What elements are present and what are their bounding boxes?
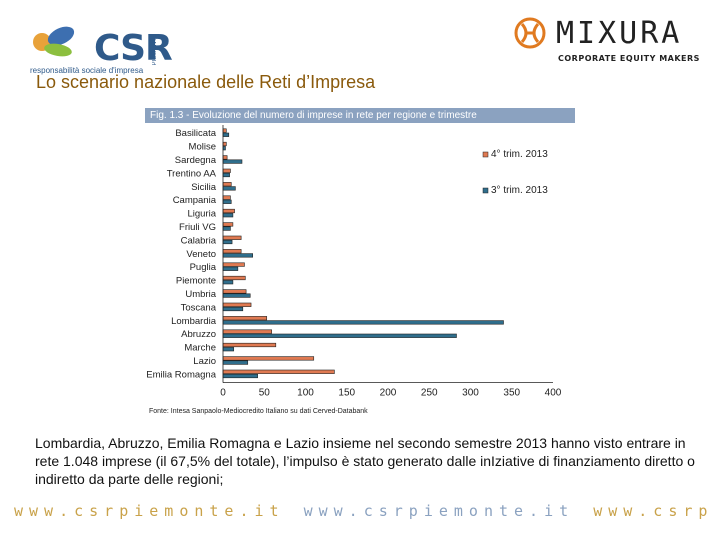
- bar: [222, 222, 234, 227]
- chart-figure: Fig. 1.3 - Evoluzione del numero di impr…: [145, 108, 575, 426]
- category-label: Lombardia: [171, 316, 217, 327]
- x-tick-label: 200: [380, 388, 397, 399]
- bar: [222, 168, 231, 173]
- chart-source: Fonte: Intesa Sanpaolo-Mediocredito Ital…: [149, 408, 368, 415]
- mixura-logo-mark: [514, 17, 546, 49]
- bar: [222, 262, 245, 267]
- category-label: Calabria: [181, 235, 217, 246]
- csr-logo-mark: [33, 26, 75, 57]
- legend-label: 3° trim. 2013: [491, 185, 548, 196]
- x-tick-label: 400: [545, 388, 562, 399]
- x-tick-label: 0: [220, 388, 226, 399]
- x-tick-label: 150: [338, 388, 355, 399]
- bar: [222, 347, 235, 352]
- bar: [222, 369, 335, 374]
- category-label: Sicilia: [191, 182, 217, 193]
- bar: [222, 186, 236, 191]
- x-tick-label: 50: [259, 388, 271, 399]
- category-label: Lazio: [193, 356, 216, 367]
- category-label: Sardegna: [175, 155, 217, 166]
- bar: [222, 195, 231, 200]
- footer-url-strip: www.csrpiemonte.it www.csrpiemonte.it ww…: [14, 502, 714, 524]
- csr-logo-vertical: PIEMONTE: [152, 34, 158, 66]
- mixura-logo-name: MIXURA: [556, 16, 683, 51]
- x-tick-label: 100: [297, 388, 314, 399]
- mixura-logo-tagline: CORPORATE EQUITY MAKERS: [558, 54, 700, 63]
- x-tick-label: 350: [503, 388, 520, 399]
- category-label: Piemonte: [176, 276, 216, 287]
- category-label: Trentino AA: [167, 168, 217, 179]
- bar: [222, 356, 315, 361]
- bar: [222, 172, 230, 178]
- bar: [222, 289, 247, 294]
- bar: [222, 213, 234, 218]
- bar: [222, 132, 230, 137]
- bar: [222, 280, 234, 285]
- bar: [222, 253, 254, 258]
- legend-swatch: [482, 151, 489, 158]
- page-title: Lo scenario nazionale delle Reti d’Impre…: [36, 72, 376, 92]
- category-label: Puglia: [190, 262, 217, 273]
- category-label: Campania: [173, 195, 217, 206]
- bar: [222, 373, 258, 379]
- bar: [222, 333, 457, 338]
- bar-chart: Basilicata Molise Sardegna Trentino AA Sicil…: [146, 125, 562, 399]
- bar: [222, 293, 251, 298]
- category-label: Veneto: [186, 249, 216, 260]
- bar: [222, 275, 246, 281]
- legend-swatch: [482, 187, 489, 194]
- bar: [222, 159, 243, 164]
- bar: [222, 316, 268, 321]
- bar: [222, 182, 232, 187]
- bar: [222, 306, 244, 312]
- category-label: Toscana: [181, 302, 217, 313]
- bar: [222, 266, 239, 271]
- bar: [222, 128, 227, 133]
- bar: [222, 239, 233, 245]
- x-tick-label: 250: [421, 388, 438, 399]
- bar: [222, 141, 227, 147]
- category-label: Friuli VG: [179, 222, 216, 233]
- category-label: Umbria: [185, 289, 216, 300]
- bar: [222, 155, 228, 160]
- chart-title: Fig. 1.3 - Evoluzione del numero di impr…: [145, 108, 575, 123]
- csr-logo-tagline: responsabilità sociale d'impresa: [30, 66, 144, 75]
- bar: [222, 342, 277, 348]
- bar: [222, 226, 231, 231]
- body-paragraph: Lombardia, Abruzzo, Emilia Romagna e Laz…: [35, 435, 695, 487]
- csr-logo: CSR PIEMONTE responsabilità sociale d'im…: [28, 14, 173, 78]
- bar: [222, 208, 235, 214]
- mixura-logo: MIXURA CORPORATE EQUITY MAKERS: [512, 16, 699, 66]
- category-label: Liguria: [187, 209, 216, 220]
- bar: [222, 329, 272, 334]
- bar: [222, 302, 252, 307]
- bar: [222, 320, 504, 325]
- footer-url: www.csrpiemonte.it: [14, 502, 285, 520]
- footer-url: www.csrpiemonte.it: [593, 502, 714, 520]
- category-label: Basilicata: [175, 128, 216, 139]
- x-tick-label: 300: [462, 388, 479, 399]
- csr-logo-name: CSR: [94, 28, 173, 69]
- category-label: Abruzzo: [181, 329, 216, 340]
- category-label: Molise: [189, 142, 216, 153]
- category-label: Emilia Romagna: [146, 369, 216, 380]
- bar: [222, 249, 242, 254]
- bar: [222, 360, 249, 365]
- legend-label: 4° trim. 2013: [491, 149, 548, 160]
- category-label: Marche: [184, 343, 216, 354]
- footer-url: www.csrpiemonte.it: [303, 502, 575, 520]
- bar: [222, 199, 232, 204]
- bar: [222, 235, 242, 240]
